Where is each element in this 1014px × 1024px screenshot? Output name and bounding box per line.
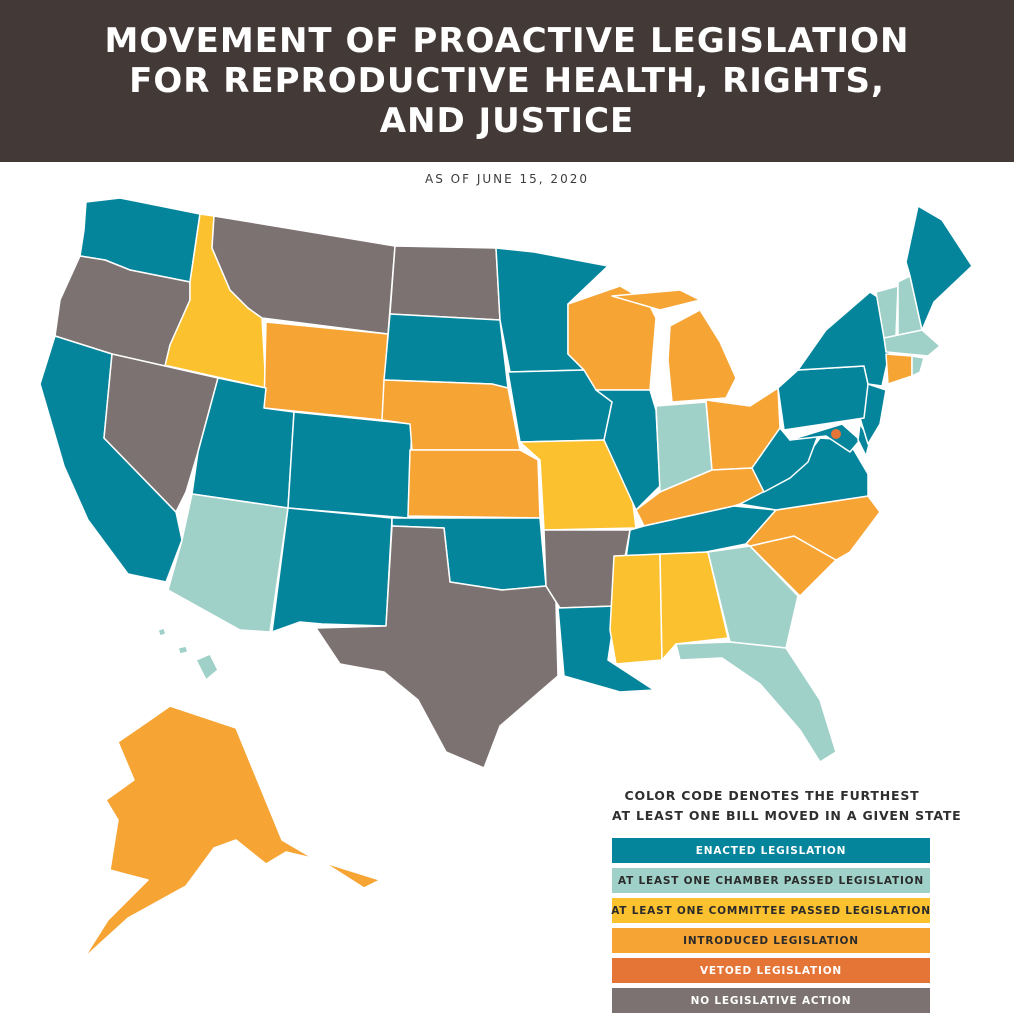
state-new-mexico bbox=[271, 507, 393, 633]
state-massachusetts bbox=[883, 329, 941, 357]
state-maine bbox=[905, 205, 973, 331]
legend-item-introduced: INTRODUCED LEGISLATION bbox=[612, 928, 930, 953]
legend-item-no-action: NO LEGISLATIVE ACTION bbox=[612, 988, 930, 1013]
legend-item-chamber-passed: AT LEAST ONE CHAMBER PASSED LEGISLATION bbox=[612, 868, 930, 893]
legend-title: COLOR CODE DENOTES THE FURTHEST AT LEAST… bbox=[612, 786, 962, 826]
state-west-virginia bbox=[751, 427, 821, 493]
state-hawaii bbox=[157, 627, 219, 681]
state-arizona bbox=[167, 493, 289, 633]
state-alabama bbox=[659, 551, 729, 661]
legend-item-vetoed: VETOED LEGISLATION bbox=[612, 958, 930, 983]
legend-item-committee-passed: AT LEAST ONE COMMITTEE PASSED LEGISLATIO… bbox=[611, 898, 930, 923]
map-legend: COLOR CODE DENOTES THE FURTHEST AT LEAST… bbox=[611, 786, 962, 1018]
state-michigan bbox=[611, 289, 737, 403]
state-florida bbox=[675, 641, 837, 763]
map-title: MOVEMENT OF PROACTIVE LEGISLATION FOR RE… bbox=[104, 21, 910, 141]
state-nevada bbox=[103, 353, 219, 513]
legend-title-line-2: AT LEAST ONE BILL MOVED IN A GIVEN STATE bbox=[612, 808, 962, 823]
state-south-dakota bbox=[383, 313, 509, 389]
state-dc bbox=[831, 429, 841, 439]
state-pennsylvania bbox=[777, 365, 869, 431]
state-north-dakota bbox=[389, 245, 501, 321]
legend-title-line-1: COLOR CODE DENOTES THE FURTHEST bbox=[624, 788, 920, 803]
title-banner: MOVEMENT OF PROACTIVE LEGISLATION FOR RE… bbox=[0, 0, 1014, 162]
state-wyoming bbox=[263, 321, 389, 421]
legend-item-enacted: ENACTED LEGISLATION bbox=[612, 838, 930, 863]
state-connecticut bbox=[885, 353, 913, 385]
state-mississippi bbox=[609, 553, 663, 665]
state-kansas bbox=[407, 449, 541, 519]
as-of-date: AS OF JUNE 15, 2020 bbox=[425, 172, 589, 186]
state-rhode-island bbox=[911, 355, 925, 377]
state-illinois bbox=[595, 389, 661, 511]
state-colorado bbox=[287, 411, 413, 519]
state-alaska bbox=[83, 705, 381, 959]
state-georgia bbox=[707, 545, 799, 649]
state-texas bbox=[315, 525, 559, 769]
state-maryland bbox=[789, 423, 861, 453]
